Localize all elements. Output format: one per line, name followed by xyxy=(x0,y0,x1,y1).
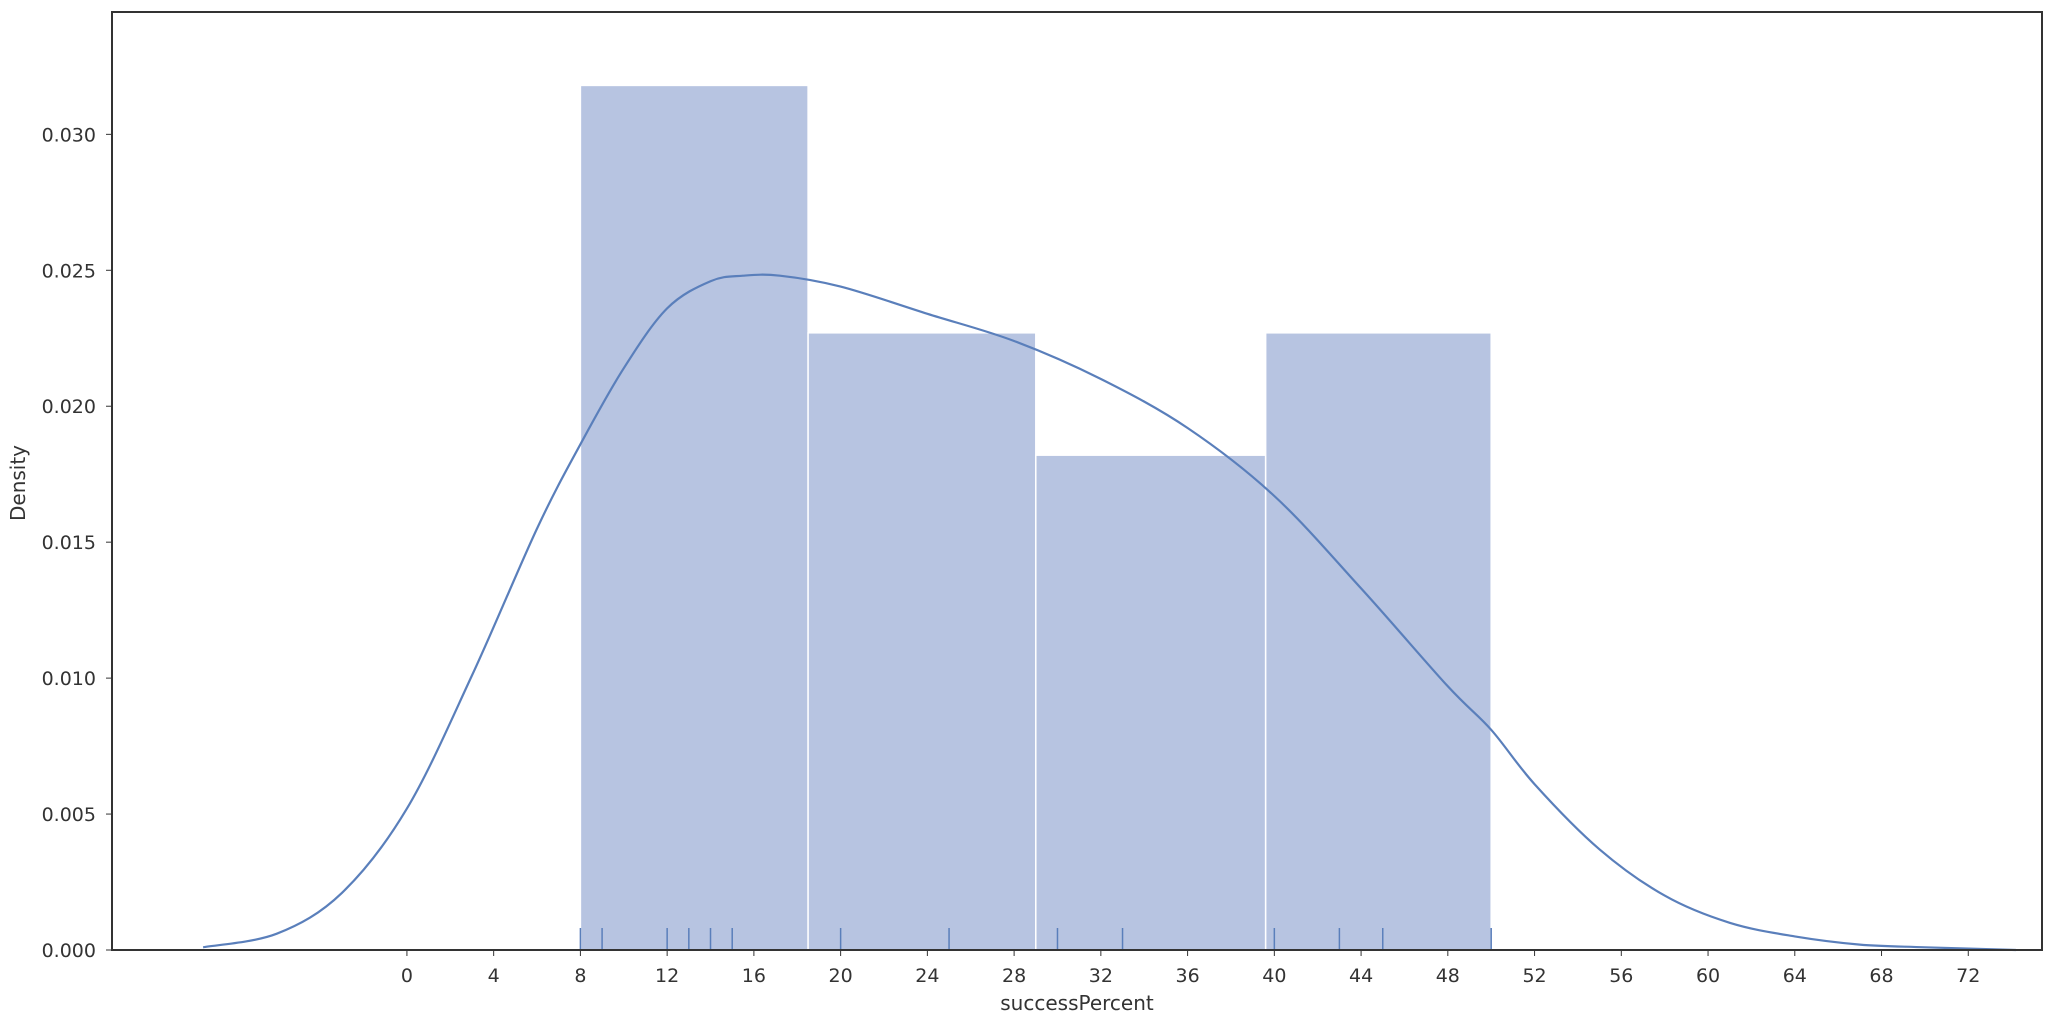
x-tick-label-24: 24 xyxy=(915,965,939,987)
x-tick-label-8: 8 xyxy=(574,965,586,987)
axis-ticks: 0 4 8 12 16 20 24 28 32 36 40 44 48 52 56 60 64 68 720.000… xyxy=(42,124,1981,987)
x-tick-label-68: 68 xyxy=(1869,965,1893,987)
x-tick-label-0: 0 xyxy=(401,965,413,987)
histogram-bars xyxy=(579,84,1492,951)
histogram-bar-3 xyxy=(1035,454,1267,951)
x-tick-label-28: 28 xyxy=(1002,965,1026,987)
y-tick-label-0.005: 0.005 xyxy=(42,804,96,826)
y-tick-label-0.030: 0.030 xyxy=(42,124,96,146)
y-tick-label-0.000: 0.000 xyxy=(42,940,96,962)
x-tick-label-60: 60 xyxy=(1696,965,1720,987)
y-tick-label-0.020: 0.020 xyxy=(42,396,96,418)
x-tick-label-36: 36 xyxy=(1176,965,1200,987)
y-axis-label: Density xyxy=(6,445,30,521)
x-tick-label-48: 48 xyxy=(1436,965,1460,987)
plot-frame xyxy=(111,11,2043,951)
x-tick-label-52: 52 xyxy=(1522,965,1546,987)
x-tick-label-72: 72 xyxy=(1956,965,1980,987)
x-tick-label-12: 12 xyxy=(655,965,679,987)
x-tick-label-64: 64 xyxy=(1783,965,1807,987)
x-tick-label-20: 20 xyxy=(829,965,853,987)
histogram-bar-2 xyxy=(807,332,1037,951)
x-axis-label: successPercent xyxy=(1000,991,1154,1015)
kde-curve-group xyxy=(202,273,2017,952)
x-tick-label-16: 16 xyxy=(742,965,766,987)
histogram-bar-1 xyxy=(579,84,809,951)
histogram-bar-4 xyxy=(1264,332,1492,951)
rug-marks xyxy=(579,928,1492,950)
x-tick-label-44: 44 xyxy=(1349,965,1373,987)
y-tick-label-0.015: 0.015 xyxy=(42,532,96,554)
x-tick-label-4: 4 xyxy=(488,965,500,987)
y-tick-label-0.010: 0.010 xyxy=(42,668,96,690)
x-tick-label-32: 32 xyxy=(1089,965,1113,987)
x-tick-label-56: 56 xyxy=(1609,965,1633,987)
y-tick-label-0.025: 0.025 xyxy=(42,260,96,282)
x-tick-label-40: 40 xyxy=(1262,965,1286,987)
kde-curve xyxy=(202,273,2017,952)
